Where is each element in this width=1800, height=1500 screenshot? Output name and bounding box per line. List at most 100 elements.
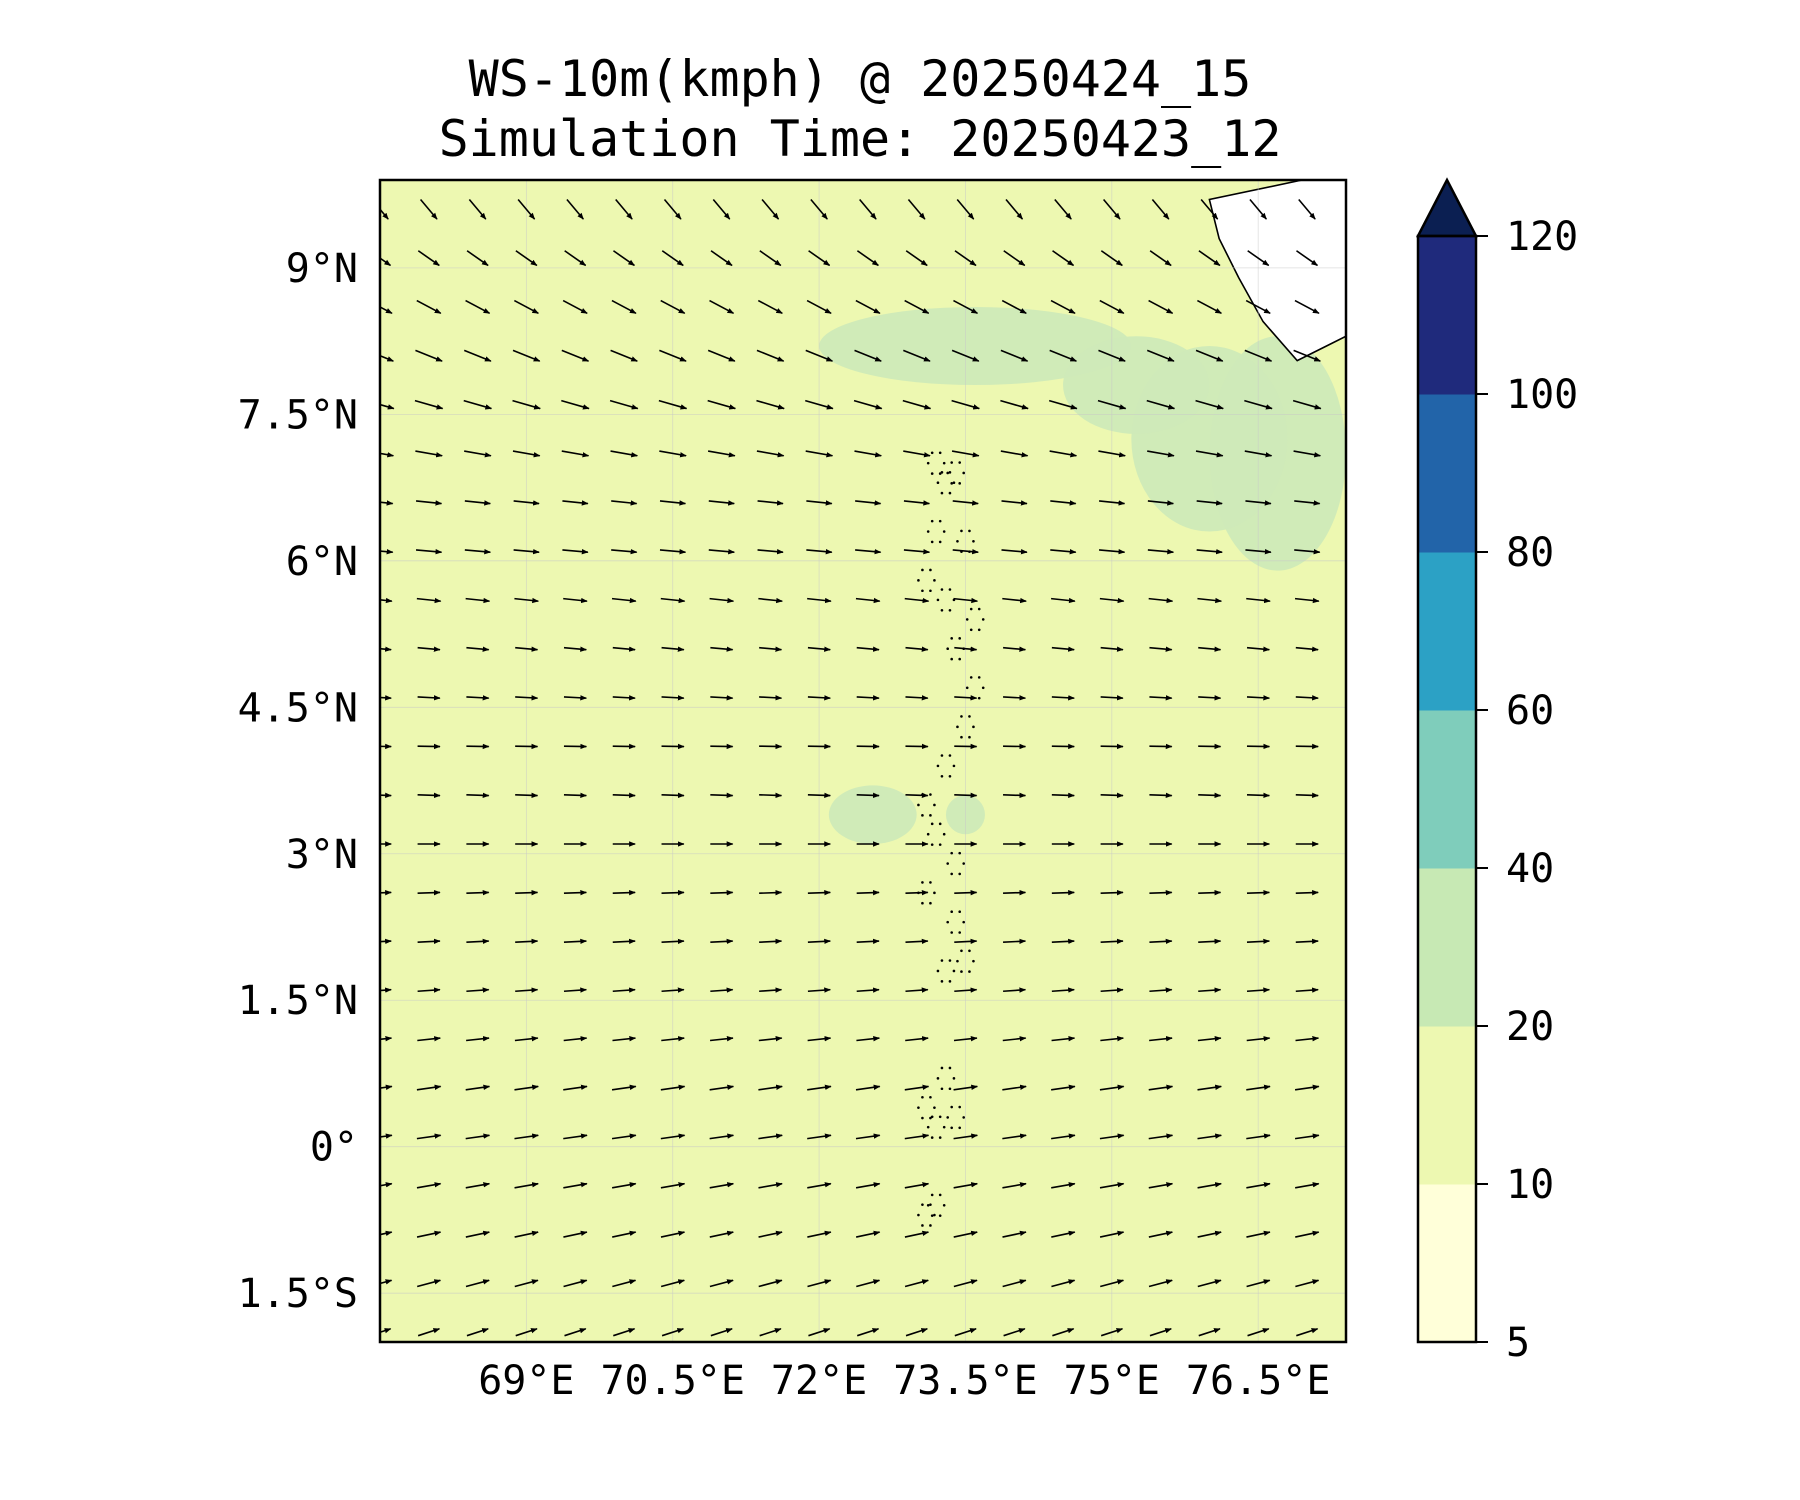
atoll-dot bbox=[960, 949, 963, 953]
wind-vector-arrow bbox=[464, 500, 491, 506]
wind-vector-arrow bbox=[515, 938, 539, 945]
atoll-dot bbox=[968, 970, 971, 973]
wind-vector-arrow bbox=[1246, 889, 1271, 896]
wind-vector-arrow bbox=[417, 1036, 441, 1042]
atoll-dot bbox=[968, 735, 971, 739]
wind-vector-arrow bbox=[761, 198, 780, 220]
wind-vector-arrow bbox=[414, 399, 444, 410]
wind-vector-arrow bbox=[465, 1182, 491, 1189]
wind-vector-arrow bbox=[1246, 1133, 1271, 1140]
wind-vector-arrow bbox=[465, 1230, 490, 1238]
wind-vector-arrow bbox=[417, 1328, 441, 1337]
wind-vector-arrow bbox=[1298, 198, 1316, 220]
wind-vector-arrow bbox=[415, 548, 443, 555]
wind-vector-arrow bbox=[609, 399, 639, 410]
wind-vector-arrow bbox=[1054, 198, 1072, 220]
wind-vector-arrow bbox=[512, 399, 541, 410]
wind-vector-arrow bbox=[380, 354, 394, 362]
atoll-dot bbox=[921, 1224, 924, 1227]
wind-vector-arrow bbox=[1246, 1182, 1271, 1189]
wind-vector-arrow bbox=[952, 548, 979, 555]
wind-vector-arrow bbox=[954, 889, 978, 896]
atoll-dot bbox=[968, 949, 971, 953]
wind-vector-arrow bbox=[415, 349, 443, 362]
colorbar-extend-arrow bbox=[1415, 177, 1479, 238]
wind-vector-arrow bbox=[514, 1279, 539, 1288]
wind-vector-arrow bbox=[807, 1279, 832, 1288]
atoll-dot bbox=[940, 608, 944, 612]
wind-vector-arrow bbox=[1100, 938, 1124, 945]
wind-vector-arrow bbox=[661, 1328, 685, 1337]
wind-vector-arrow bbox=[1294, 500, 1321, 506]
wind-vector-arrow bbox=[855, 548, 882, 555]
wind-vector-arrow bbox=[1296, 250, 1319, 267]
wind-vector-arrow bbox=[1146, 399, 1176, 410]
wind-vector-arrow bbox=[1148, 1182, 1174, 1189]
wind-vector-arrow bbox=[1197, 1036, 1222, 1042]
wind-vector-arrow bbox=[380, 500, 394, 506]
wind-vector-arrow bbox=[1098, 349, 1126, 362]
wind-vector-arrow bbox=[954, 1328, 977, 1337]
wind-vector-arrow bbox=[380, 938, 392, 945]
wind-vector-arrow bbox=[709, 299, 735, 315]
wind-vector-arrow bbox=[904, 1133, 930, 1140]
atoll-dot bbox=[940, 754, 944, 757]
wind-vector-arrow bbox=[951, 399, 980, 410]
wind-vector-arrow bbox=[1246, 1084, 1271, 1091]
atoll-dot bbox=[946, 862, 949, 865]
colorbar-frame bbox=[1416, 234, 1478, 1344]
wind-vector-arrow bbox=[1051, 1036, 1076, 1042]
wind-vector-arrow bbox=[903, 500, 931, 506]
atoll-dot bbox=[962, 920, 965, 924]
atoll-dot bbox=[942, 530, 946, 533]
wind-vector-arrow bbox=[757, 548, 784, 555]
wind-vector-arrow bbox=[1100, 1036, 1124, 1042]
wind-vector-arrow bbox=[1099, 1230, 1125, 1238]
atoll-dot bbox=[960, 529, 963, 533]
wind-vector-arrow bbox=[807, 889, 831, 896]
wind-vector-arrow bbox=[515, 1328, 538, 1337]
wind-vector-arrow bbox=[1149, 792, 1173, 799]
atoll-dot bbox=[929, 1224, 932, 1227]
wind-vector-arrow bbox=[466, 695, 490, 701]
wind-vector-arrow bbox=[380, 987, 392, 993]
atoll-dot bbox=[956, 959, 959, 963]
wind-vector-arrow bbox=[1244, 399, 1273, 410]
wind-vector-arrow bbox=[1294, 1084, 1320, 1091]
wind-vector-arrow bbox=[517, 198, 536, 220]
wind-vector-arrow bbox=[1000, 399, 1029, 410]
wind-vector-arrow bbox=[709, 1182, 734, 1189]
colorbar-segment bbox=[1418, 1184, 1476, 1343]
wind-vector-arrow bbox=[659, 548, 687, 555]
atoll-dot bbox=[926, 832, 930, 836]
wind-vector-arrow bbox=[612, 1230, 637, 1238]
wind-vector-arrow bbox=[856, 889, 880, 896]
wind-vector-arrow bbox=[1051, 695, 1075, 701]
atoll-dot bbox=[921, 589, 924, 593]
wind-vector-arrow bbox=[563, 695, 588, 701]
wind-vector-arrow bbox=[756, 450, 785, 458]
wind-vector-arrow bbox=[758, 597, 783, 604]
wind-vector-arrow bbox=[660, 597, 686, 604]
wind-vector-arrow bbox=[1294, 299, 1320, 315]
wind-vector-arrow bbox=[954, 792, 978, 799]
colorbar-tick-label: 120 bbox=[1506, 214, 1578, 260]
wind-vector-arrow bbox=[563, 1084, 588, 1091]
wind-vector-arrow bbox=[613, 1328, 636, 1337]
atoll-dot bbox=[950, 1126, 953, 1130]
wind-vector-arrow bbox=[759, 987, 783, 993]
wind-vector-arrow bbox=[903, 349, 931, 362]
wind-vector-arrow bbox=[611, 1133, 637, 1140]
wind-vector-arrow bbox=[1099, 1084, 1125, 1091]
wind-vector-arrow bbox=[1001, 548, 1028, 555]
map-plot-area bbox=[380, 180, 1346, 1342]
wind-vector-arrow bbox=[380, 1036, 393, 1042]
wind-vector-arrow bbox=[1148, 597, 1174, 604]
wind-vector-arrow bbox=[563, 938, 588, 945]
wind-vector-arrow bbox=[612, 1036, 637, 1042]
atoll-dot bbox=[938, 1193, 942, 1197]
atoll-dot bbox=[933, 1213, 936, 1217]
wind-vector-arrow bbox=[805, 349, 834, 362]
atoll-dot bbox=[952, 969, 956, 973]
wind-vector-arrow bbox=[1050, 299, 1076, 315]
